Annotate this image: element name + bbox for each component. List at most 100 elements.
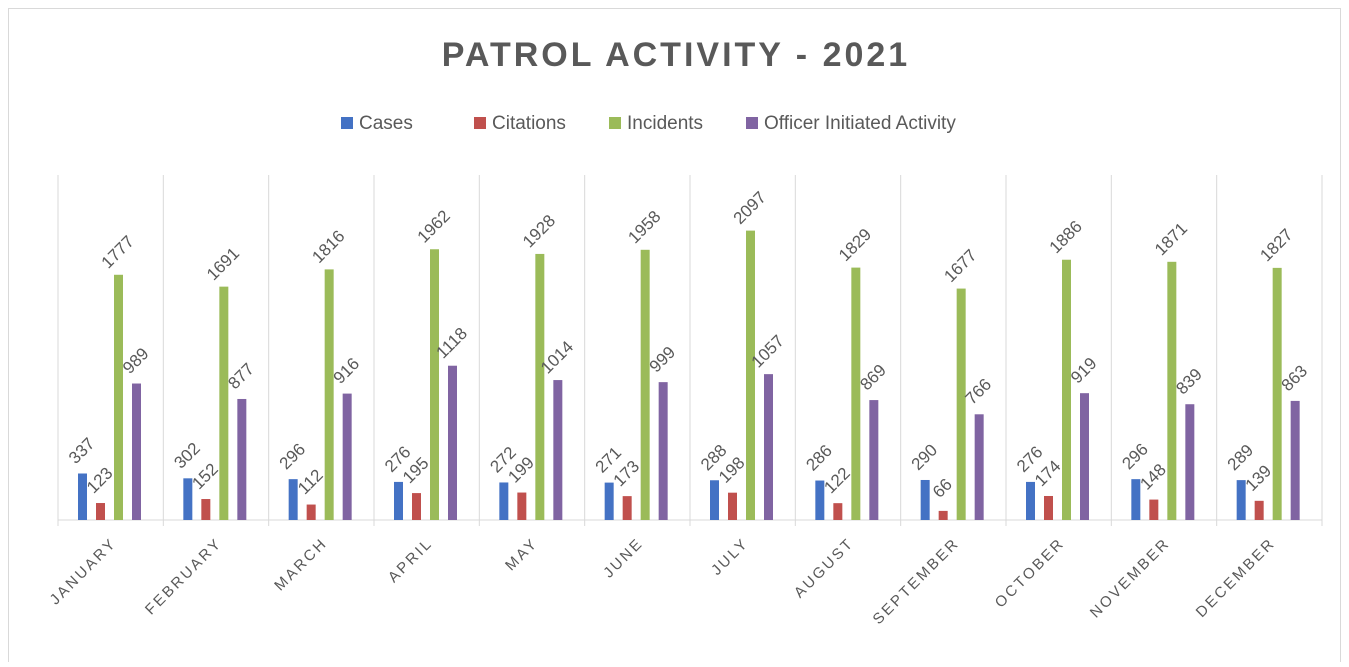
data-label: 919 xyxy=(1067,354,1100,387)
bar xyxy=(658,382,668,520)
data-label: 1829 xyxy=(835,225,875,265)
bar xyxy=(1062,259,1071,520)
bar xyxy=(1080,393,1089,520)
bar xyxy=(306,504,316,520)
bar xyxy=(728,492,737,520)
legend-swatch xyxy=(609,117,621,129)
bar xyxy=(851,267,861,520)
bar xyxy=(448,365,457,520)
x-tick-label: NOVEMBER xyxy=(1087,535,1174,622)
bar xyxy=(394,481,403,520)
bar xyxy=(710,480,719,520)
bar xyxy=(974,414,984,520)
bar xyxy=(920,479,930,520)
bar xyxy=(342,393,352,520)
bar xyxy=(938,510,948,520)
bar xyxy=(1185,404,1195,520)
data-label: 122 xyxy=(820,464,853,497)
legend-label: Officer Initiated Activity xyxy=(764,113,956,134)
bar xyxy=(1131,479,1141,520)
data-label: 66 xyxy=(929,475,956,502)
bar xyxy=(183,478,193,520)
data-label: 296 xyxy=(1118,440,1151,473)
bar xyxy=(78,473,87,520)
data-label: 916 xyxy=(330,354,363,387)
bar xyxy=(219,286,229,520)
bar xyxy=(640,249,650,520)
bar xyxy=(1272,267,1282,520)
x-tick-label: SEPTEMBER xyxy=(870,535,963,628)
bar xyxy=(324,269,334,520)
legend-label: Citations xyxy=(492,113,566,134)
data-label: 869 xyxy=(856,361,889,394)
bar xyxy=(1167,261,1177,520)
bar xyxy=(288,479,298,520)
data-label: 989 xyxy=(119,344,152,377)
data-label: 999 xyxy=(646,343,679,376)
data-label: 1777 xyxy=(98,232,138,272)
bar xyxy=(430,249,439,520)
bar xyxy=(1254,500,1264,520)
bar xyxy=(1044,495,1053,520)
data-label: 1827 xyxy=(1256,225,1296,265)
x-tick-label: DECEMBER xyxy=(1193,535,1279,621)
bar xyxy=(604,482,614,520)
bar xyxy=(96,503,105,520)
data-label: 1958 xyxy=(624,207,664,247)
x-tick-label: FEBRUARY xyxy=(142,535,226,619)
bar xyxy=(412,493,421,520)
bar xyxy=(764,374,773,520)
data-label: 766 xyxy=(962,375,995,408)
bar xyxy=(815,480,825,520)
x-tick-label: MARCH xyxy=(271,535,331,595)
x-tick-label: JUNE xyxy=(600,535,647,582)
data-label: 302 xyxy=(170,439,203,472)
x-tick-label: APRIL xyxy=(385,535,437,587)
bar xyxy=(132,383,141,520)
bar xyxy=(535,253,545,520)
bar xyxy=(201,499,211,520)
data-label: 1871 xyxy=(1151,219,1191,259)
data-label: 877 xyxy=(224,360,257,393)
bar xyxy=(746,230,755,520)
x-tick-label: OCTOBER xyxy=(992,535,1069,612)
x-tick-label: JANUARY xyxy=(47,535,121,609)
x-tick-label: AUGUST xyxy=(791,535,858,602)
data-label: 290 xyxy=(908,441,941,474)
data-label: 286 xyxy=(802,441,835,474)
x-tick-label: MAY xyxy=(502,535,542,575)
bar xyxy=(553,380,563,520)
data-label: 1928 xyxy=(519,211,559,251)
data-label: 839 xyxy=(1172,365,1205,398)
data-label: 112 xyxy=(294,466,327,499)
data-label: 1886 xyxy=(1046,217,1086,257)
bar xyxy=(869,400,879,520)
legend-swatch xyxy=(746,117,758,129)
data-label: 289 xyxy=(1224,441,1257,474)
data-label: 296 xyxy=(276,440,309,473)
data-label: 2097 xyxy=(730,188,770,228)
legend-label: Incidents xyxy=(627,113,703,134)
data-label: 1691 xyxy=(203,244,243,284)
bar xyxy=(956,288,966,520)
bar xyxy=(1149,499,1159,520)
data-label: 1962 xyxy=(414,206,454,246)
data-label: 863 xyxy=(1278,361,1311,394)
data-label: 148 xyxy=(1136,460,1169,493)
data-label: 123 xyxy=(83,464,116,497)
bar xyxy=(499,482,509,520)
bar xyxy=(517,492,527,520)
legend-label: Cases xyxy=(359,113,413,134)
bar xyxy=(114,274,123,520)
bar xyxy=(1290,400,1300,520)
bar xyxy=(833,503,843,520)
x-tick-label: JULY xyxy=(708,535,752,579)
legend-swatch xyxy=(341,117,353,129)
bar xyxy=(1026,481,1035,520)
data-label: 139 xyxy=(1242,461,1275,494)
data-label: 1677 xyxy=(940,246,980,286)
data-label: 152 xyxy=(188,460,221,493)
legend-swatch xyxy=(474,117,486,129)
chart-title: PATROL ACTIVITY - 2021 xyxy=(442,36,910,74)
